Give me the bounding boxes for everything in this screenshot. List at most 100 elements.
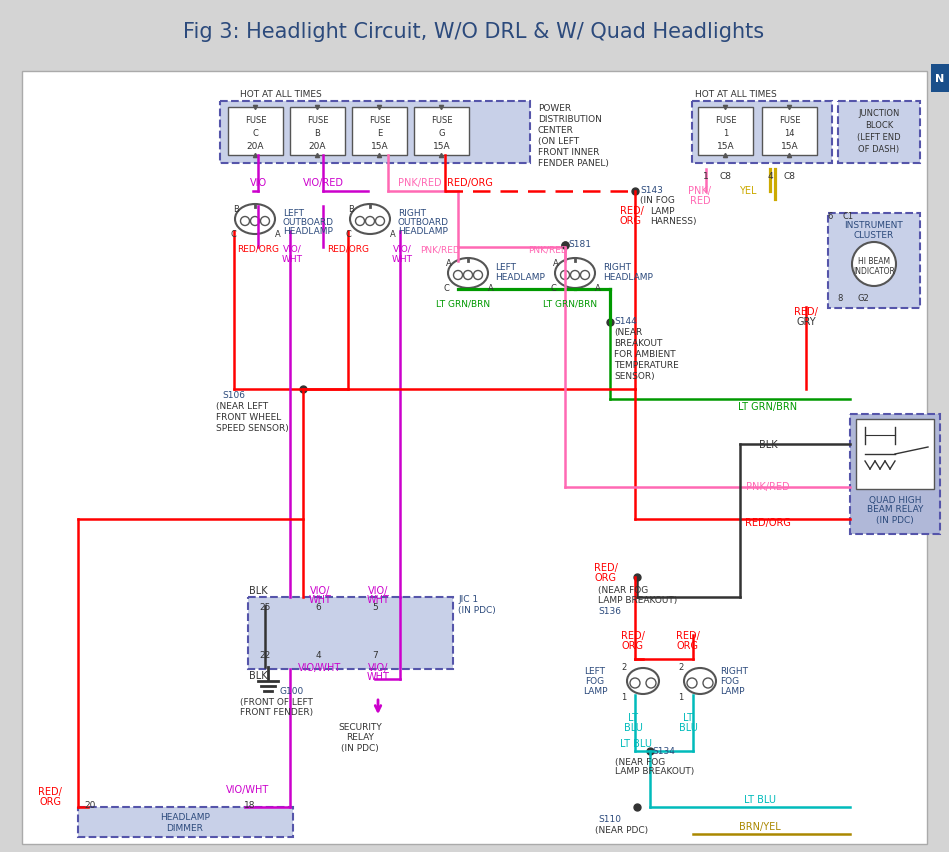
Text: E: E — [377, 129, 382, 137]
Text: 20A: 20A — [308, 141, 326, 150]
Circle shape — [703, 678, 713, 688]
Text: C: C — [230, 229, 236, 239]
Text: 2: 2 — [679, 662, 683, 671]
Text: RED/ORG: RED/ORG — [447, 178, 493, 187]
Bar — [698, 108, 753, 156]
Text: RIGHT: RIGHT — [603, 262, 631, 271]
Text: S110: S110 — [599, 815, 622, 824]
Text: VIO/WHT: VIO/WHT — [298, 662, 342, 672]
Text: 25: 25 — [259, 602, 270, 611]
Text: G: G — [438, 129, 445, 137]
Text: RED/ORG: RED/ORG — [745, 517, 791, 527]
Text: JUNCTION: JUNCTION — [858, 108, 900, 118]
Circle shape — [646, 678, 656, 688]
Text: DISTRIBUTION: DISTRIBUTION — [538, 114, 602, 124]
Text: LT: LT — [628, 712, 638, 722]
Text: WHT: WHT — [366, 595, 389, 604]
Text: FUSE: FUSE — [715, 115, 736, 124]
Text: 15A: 15A — [781, 141, 798, 150]
Text: YEL: YEL — [739, 186, 756, 196]
Text: CENTER: CENTER — [538, 125, 574, 135]
Circle shape — [570, 271, 580, 280]
Bar — [220, 102, 530, 164]
Text: LT BLU: LT BLU — [744, 794, 776, 804]
Text: QUAD HIGH: QUAD HIGH — [868, 495, 921, 504]
Text: RED/ORG: RED/ORG — [327, 245, 369, 253]
Text: (LEFT END: (LEFT END — [857, 132, 901, 141]
Text: 14: 14 — [784, 129, 794, 137]
Ellipse shape — [350, 204, 390, 234]
Text: A: A — [275, 229, 281, 239]
Text: 6: 6 — [828, 211, 832, 220]
Text: POWER: POWER — [538, 103, 571, 112]
Text: LT GRN/BRN: LT GRN/BRN — [436, 299, 490, 308]
Text: CLUSTER: CLUSTER — [854, 230, 894, 239]
Text: 4: 4 — [767, 171, 772, 181]
Text: BRN/YEL: BRN/YEL — [739, 821, 781, 831]
Text: A: A — [595, 283, 601, 292]
Text: A: A — [553, 258, 559, 268]
Text: VIO/RED: VIO/RED — [303, 178, 344, 187]
Text: ORG: ORG — [622, 640, 644, 650]
Text: PNK/RED: PNK/RED — [529, 245, 568, 254]
Text: 4: 4 — [315, 650, 321, 659]
Text: A: A — [446, 258, 452, 268]
Text: SENSOR): SENSOR) — [614, 371, 655, 380]
Text: HEADLAMP: HEADLAMP — [603, 272, 653, 281]
Text: (IN PDC): (IN PDC) — [876, 515, 914, 524]
Text: 1: 1 — [703, 171, 709, 181]
Text: SPEED SENSOR): SPEED SENSOR) — [216, 424, 288, 433]
Text: JIC 1: JIC 1 — [458, 595, 478, 604]
Text: LT GRN/BRN: LT GRN/BRN — [543, 299, 597, 308]
Text: RIGHT: RIGHT — [720, 667, 748, 676]
Text: HOT AT ALL TIMES: HOT AT ALL TIMES — [695, 89, 776, 98]
Text: PNK/: PNK/ — [689, 186, 712, 196]
Text: HI BEAM: HI BEAM — [858, 256, 890, 265]
Text: FOG: FOG — [586, 676, 605, 686]
Text: RIGHT: RIGHT — [398, 208, 426, 217]
Text: BLU: BLU — [679, 722, 698, 732]
Ellipse shape — [448, 259, 488, 289]
Text: S136: S136 — [598, 607, 621, 616]
Text: ORG: ORG — [595, 573, 617, 582]
Text: PNK/RED: PNK/RED — [420, 245, 460, 254]
Text: GRY: GRY — [796, 317, 816, 326]
Text: ORG: ORG — [39, 796, 61, 806]
Text: OUTBOARD: OUTBOARD — [398, 217, 449, 227]
Bar — [248, 597, 453, 669]
Text: BLK: BLK — [249, 585, 268, 596]
Text: (NEAR LEFT: (NEAR LEFT — [216, 402, 269, 411]
Text: (NEAR FOG: (NEAR FOG — [615, 757, 665, 766]
Text: LAMP: LAMP — [720, 687, 745, 696]
Text: LAMP BREAKOUT): LAMP BREAKOUT) — [598, 596, 678, 605]
Text: LT BLU: LT BLU — [620, 738, 652, 748]
Text: (IN FOG: (IN FOG — [640, 195, 675, 204]
Text: FUSE: FUSE — [245, 115, 267, 124]
Text: C1: C1 — [843, 211, 854, 220]
Text: C: C — [550, 283, 556, 292]
Text: HEADLAMP: HEADLAMP — [283, 227, 333, 235]
Ellipse shape — [684, 668, 716, 694]
Bar — [850, 415, 940, 534]
Text: BREAKOUT: BREAKOUT — [614, 338, 662, 347]
Bar — [692, 102, 832, 164]
Text: HEADLAMP: HEADLAMP — [495, 272, 545, 281]
Circle shape — [474, 271, 482, 280]
Text: BEAM RELAY: BEAM RELAY — [866, 505, 923, 514]
Text: C8: C8 — [784, 171, 796, 181]
Text: HEADLAMP: HEADLAMP — [160, 813, 210, 821]
Circle shape — [240, 217, 250, 227]
Bar — [828, 214, 920, 308]
Text: RED/: RED/ — [594, 562, 618, 573]
Text: (NEAR: (NEAR — [614, 327, 642, 336]
Bar — [290, 108, 345, 156]
Text: S143: S143 — [640, 185, 662, 194]
Ellipse shape — [235, 204, 275, 234]
Text: ORG: ORG — [620, 216, 642, 226]
Text: LT: LT — [683, 712, 693, 722]
Text: 1: 1 — [679, 693, 683, 702]
Text: (NEAR FOG: (NEAR FOG — [598, 584, 648, 594]
Text: C8: C8 — [720, 171, 732, 181]
Bar — [838, 102, 920, 164]
Text: 1: 1 — [723, 129, 728, 137]
